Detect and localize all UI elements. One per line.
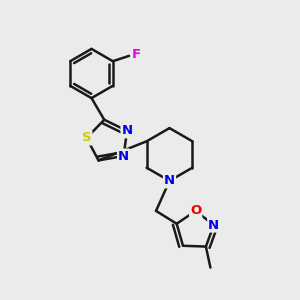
Text: N: N: [164, 174, 175, 188]
Text: N: N: [122, 124, 133, 137]
Text: N: N: [118, 149, 129, 163]
Text: O: O: [190, 204, 201, 218]
Text: F: F: [131, 48, 140, 61]
Text: S: S: [82, 131, 92, 145]
Text: N: N: [208, 218, 219, 232]
